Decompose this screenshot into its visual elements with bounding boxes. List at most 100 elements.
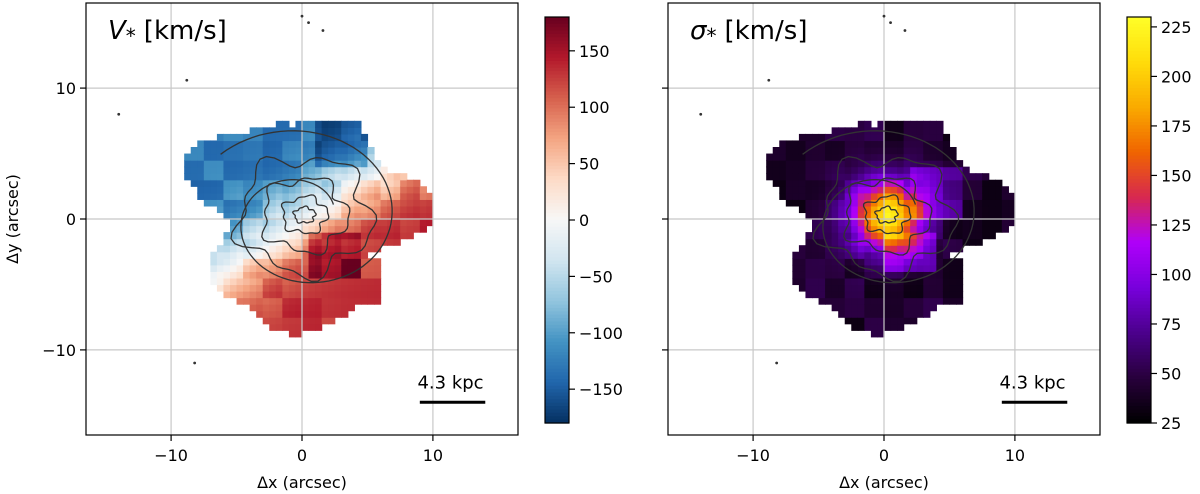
data-cell [923,140,931,148]
data-cell [387,173,395,181]
colorbar-segment [545,98,569,103]
data-cell [334,147,342,155]
colorbar-segment [545,321,569,326]
data-cell [223,238,231,246]
data-cell [230,160,238,168]
colorbar-tick-label: 25 [1161,414,1181,433]
data-cell [374,160,382,168]
data-cell [282,205,290,214]
data-cell [262,147,270,155]
data-cell [334,179,342,187]
data-cell [884,212,892,220]
title-unit: [km/s] [724,16,807,46]
data-cell [982,186,990,194]
colorbar-segment [1127,159,1151,164]
colorbar-tick-label: 150 [1161,166,1192,185]
data-cell [956,212,964,220]
data-cell [831,166,839,174]
data-cell [890,225,898,233]
data-cell [275,277,283,286]
data-cell [413,199,421,207]
data-cell [942,153,951,161]
data-cell [308,212,316,220]
data-cell [406,219,414,227]
data-cell [269,186,277,194]
data-cell [1008,205,1016,214]
data-cell [903,140,911,148]
data-cell [302,179,310,187]
data-cell [243,160,251,168]
data-cell [864,232,872,240]
data-cell [190,160,198,168]
data-cell [321,133,329,142]
data-cell [897,264,905,272]
data-cell [982,225,990,233]
data-cell [282,323,290,331]
data-cell [249,238,257,246]
contour-speck [321,29,325,32]
data-cell [962,186,970,194]
data-cell [831,219,839,227]
data-cell [870,304,879,312]
data-cell [812,232,820,240]
colorbar-segment [1127,419,1151,424]
colorbar-segment [1127,108,1151,113]
data-cell [825,297,833,305]
data-cell [831,127,839,135]
data-cell [792,199,800,207]
data-cell [982,173,990,181]
data-cell [256,277,264,286]
data-cell [203,173,211,181]
data-cell [249,173,257,181]
data-cell [360,160,369,168]
colorbar-segment [545,216,569,221]
data-cell [851,245,859,253]
data-cell [203,192,211,200]
colorbar-segment [545,20,569,25]
data-cell [916,147,924,155]
data-cell [929,120,937,128]
data-cell [400,232,408,240]
data-cell [864,251,872,259]
data-cell [243,212,251,220]
data-cell [923,219,931,227]
data-cell [864,173,872,181]
data-cell [838,219,846,227]
data-cell [844,179,852,187]
data-cell [315,199,323,207]
colorbar-segment [1127,192,1151,197]
data-cell [288,264,297,272]
data-cell [262,140,270,148]
data-cell [838,179,846,187]
data-cell [347,258,355,266]
data-cell [216,284,225,292]
data-cell [387,238,395,246]
data-cell [269,225,277,233]
data-cell [262,310,270,318]
data-cell [302,133,310,142]
data-cell [341,297,349,305]
colorbar-segment [1127,223,1151,228]
data-cell [942,225,951,233]
data-cell [374,212,382,220]
data-cell [1001,192,1009,200]
contour-line [292,205,317,224]
data-cell [825,225,833,233]
data-cell [243,192,251,200]
data-cell [870,140,879,148]
data-cell [903,251,911,259]
data-cell [956,173,964,181]
data-cell [825,258,833,266]
data-cell [347,120,355,128]
data-cell [975,205,983,214]
colorbar-tick-label: −150 [579,380,623,399]
data-cell [897,199,905,207]
contour-speck [117,112,121,116]
data-cell [275,186,283,194]
data-cell [354,277,362,286]
data-cell [831,277,839,286]
data-cell [367,271,375,279]
data-cell [884,225,892,233]
data-cell [256,225,264,233]
